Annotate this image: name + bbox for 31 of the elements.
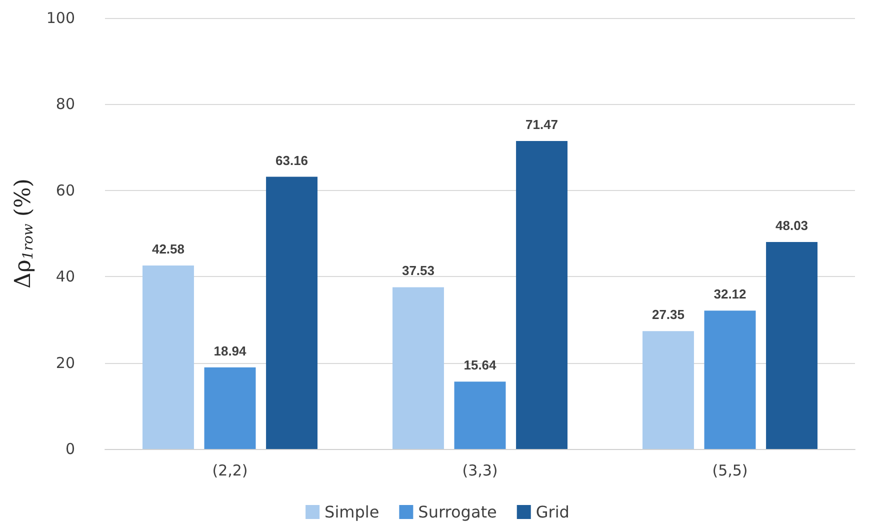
y-tick-label: 80 (56, 95, 75, 114)
legend-label: Surrogate (418, 502, 497, 522)
bar (204, 367, 256, 449)
x-tick-label: (3,3) (462, 462, 498, 480)
x-tick-label: (5,5) (712, 462, 748, 480)
y-tick-label: 40 (56, 268, 75, 286)
legend-label: Grid (536, 502, 570, 522)
bar (142, 265, 194, 449)
y-tick-label: 60 (56, 181, 75, 200)
y-tick-label: 0 (65, 440, 75, 458)
bar (454, 382, 506, 449)
bar (516, 140, 568, 449)
data-label: 48.03 (775, 218, 808, 233)
data-label: 27.35 (652, 307, 685, 322)
data-label: 71.47 (525, 116, 558, 132)
bar (704, 310, 756, 449)
y-tick-label: 20 (56, 354, 75, 372)
bar (766, 242, 818, 449)
x-tick-label: (2,2) (212, 462, 248, 480)
y-tick-label: 100 (46, 9, 75, 27)
data-label: 63.16 (275, 152, 308, 168)
data-label: 15.64 (464, 358, 498, 373)
data-label: 32.12 (714, 286, 746, 302)
bar (266, 176, 318, 449)
y-axis-title: Δρ1row (%) (10, 178, 36, 288)
bar (642, 331, 694, 449)
bar (392, 287, 444, 449)
legend-label: Simple (324, 502, 380, 522)
data-label: 18.94 (214, 343, 248, 358)
data-label: 42.58 (152, 241, 185, 256)
data-label: 37.53 (402, 263, 435, 278)
